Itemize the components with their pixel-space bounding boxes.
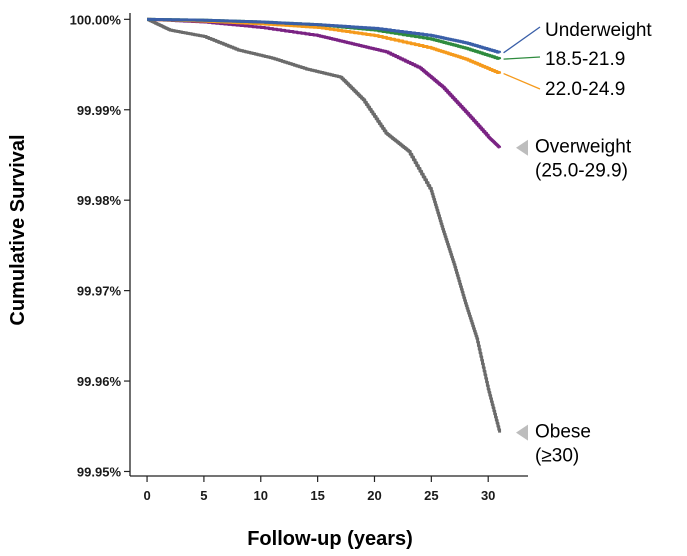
annotation-label: (25.0-29.9) bbox=[535, 161, 628, 182]
y-tick-label: 99.97% bbox=[77, 284, 122, 299]
series-line-obese-30 bbox=[147, 17, 502, 433]
y-tick-label: 99.99% bbox=[77, 103, 122, 118]
annotation-leader-line bbox=[503, 26, 541, 54]
x-axis-title: Follow-up (years) bbox=[247, 528, 413, 550]
series-layer bbox=[147, 17, 502, 433]
series-line-underweight bbox=[147, 17, 502, 54]
annotation-label: Obese bbox=[535, 422, 591, 443]
x-tick-label: 20 bbox=[367, 488, 381, 503]
x-tick-label: 15 bbox=[310, 488, 324, 503]
x-tick-label: 25 bbox=[424, 488, 438, 503]
y-tick-label: 100.00% bbox=[70, 12, 122, 27]
annotation-label: (≥30) bbox=[535, 446, 579, 467]
y-tick-label: 99.95% bbox=[77, 464, 122, 479]
annotation-triangle-marker bbox=[516, 424, 528, 441]
series-line-22-0-24-9 bbox=[147, 17, 502, 75]
annotation-triangle-marker bbox=[516, 139, 528, 156]
annotation-leader-line bbox=[503, 72, 541, 90]
annotations: Underweight 18.5-21.9 22.0-24.9 Overweight (… bbox=[503, 20, 652, 467]
y-tick-label: 99.98% bbox=[77, 193, 122, 208]
x-tick-label: 10 bbox=[254, 488, 268, 503]
x-tick-label: 5 bbox=[200, 488, 207, 503]
x-tick-label: 0 bbox=[143, 488, 150, 503]
series-line-overweight-25-0-29-9 bbox=[147, 17, 502, 149]
annotation-label: Overweight bbox=[535, 137, 632, 158]
annotation-leader-line bbox=[503, 56, 541, 60]
x-tick-label: 30 bbox=[481, 488, 495, 503]
annotation-label: 18.5-21.9 bbox=[545, 49, 625, 70]
y-axis-title: Cumulative Survival bbox=[7, 134, 29, 325]
axes: 0 5 10 15 20 25 30 99.95% 99.96% 99.97% 99.98% 99.9… bbox=[70, 12, 528, 503]
annotation-label: 22.0-24.9 bbox=[545, 79, 625, 100]
annotation-label: Underweight bbox=[545, 20, 652, 41]
y-tick-label: 99.96% bbox=[77, 374, 122, 389]
